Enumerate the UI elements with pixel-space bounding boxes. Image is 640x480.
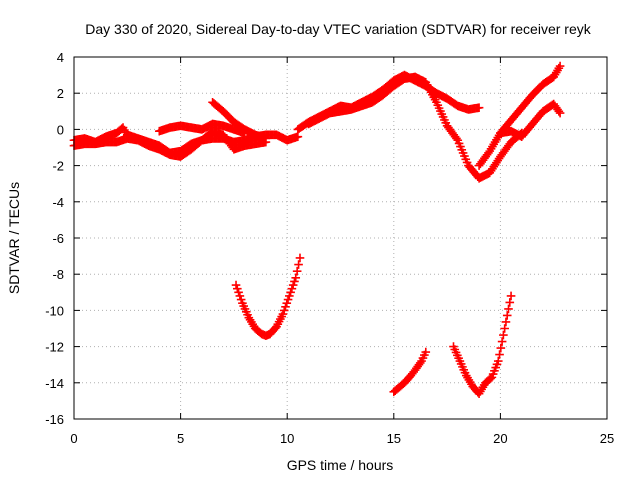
data-point bbox=[456, 142, 465, 151]
data-point bbox=[231, 280, 241, 290]
data-point bbox=[236, 295, 246, 304]
x-tick-label: 0 bbox=[70, 431, 77, 446]
data-point bbox=[286, 288, 295, 297]
data-point bbox=[234, 288, 243, 297]
data-point bbox=[487, 373, 497, 382]
data-point bbox=[486, 374, 495, 383]
data-point bbox=[294, 260, 303, 269]
data-point bbox=[421, 347, 431, 357]
data-point bbox=[460, 151, 469, 161]
data-point bbox=[278, 309, 288, 319]
data-point bbox=[505, 298, 515, 307]
series-arc-2 bbox=[389, 347, 431, 397]
data-point bbox=[474, 103, 484, 112]
data-point bbox=[291, 273, 301, 283]
grid-lines bbox=[74, 57, 607, 419]
data-point bbox=[491, 363, 501, 372]
x-tick-label: 5 bbox=[177, 431, 184, 446]
data-point bbox=[458, 148, 468, 158]
data-point bbox=[501, 317, 511, 327]
x-axis-label: GPS time / hours bbox=[287, 457, 394, 473]
data-point bbox=[290, 277, 299, 286]
y-tick-label: -6 bbox=[52, 231, 64, 246]
y-tick-label: -14 bbox=[45, 376, 64, 391]
data-point bbox=[285, 291, 294, 301]
data-point bbox=[453, 135, 463, 145]
y-axis-label: SDTVAR / TECUs bbox=[6, 182, 22, 294]
data-point bbox=[462, 158, 472, 167]
data-point bbox=[504, 304, 513, 314]
data-point bbox=[488, 369, 498, 379]
series-arc-1 bbox=[231, 253, 305, 341]
data-point bbox=[457, 145, 467, 155]
series-arc-3 bbox=[449, 291, 516, 398]
data-point bbox=[506, 291, 516, 301]
data-point bbox=[233, 284, 242, 293]
data-point bbox=[295, 253, 305, 263]
data-point bbox=[490, 366, 499, 376]
y-tick-label: -4 bbox=[52, 195, 64, 210]
data-point bbox=[495, 350, 504, 359]
data-point bbox=[499, 330, 508, 340]
data-point bbox=[493, 356, 503, 366]
data-point bbox=[288, 280, 298, 290]
series-track-d bbox=[208, 97, 271, 143]
data-point bbox=[261, 134, 271, 143]
data-point bbox=[235, 291, 245, 301]
x-tick-label: 25 bbox=[600, 431, 614, 446]
y-tick-label: 4 bbox=[57, 50, 64, 65]
series-track-b bbox=[69, 126, 271, 161]
y-tick-label: 2 bbox=[57, 86, 64, 101]
data-point bbox=[461, 154, 471, 164]
series-track-e bbox=[293, 70, 484, 134]
y-tick-label: -16 bbox=[45, 412, 64, 427]
series-track-h bbox=[496, 99, 565, 141]
data-point bbox=[496, 343, 506, 353]
data-point bbox=[555, 61, 565, 71]
data-point bbox=[454, 139, 464, 148]
data-marks bbox=[69, 61, 565, 398]
y-tick-label: -10 bbox=[45, 303, 64, 318]
data-point bbox=[281, 302, 290, 312]
tick-labels: 0 5 10 15 20 25 -16 -14 -12 -10 -8 -6 -4 -2 0 2 4 bbox=[45, 50, 614, 446]
data-point bbox=[283, 295, 293, 304]
y-tick-label: -2 bbox=[52, 159, 64, 174]
series-track-c bbox=[154, 119, 249, 138]
data-point bbox=[287, 284, 297, 293]
y-tick-label: 0 bbox=[57, 122, 64, 137]
data-point bbox=[292, 266, 302, 276]
data-point bbox=[500, 324, 509, 333]
y-tick-label: -12 bbox=[45, 340, 64, 355]
chart-title: Day 330 of 2020, Sidereal Day-to-day VTE… bbox=[85, 21, 591, 37]
data-point bbox=[279, 306, 289, 315]
x-tick-label: 15 bbox=[387, 431, 401, 446]
series-track-g bbox=[474, 61, 565, 170]
data-point bbox=[497, 337, 507, 346]
y-tick-label: -8 bbox=[52, 267, 64, 282]
data-point bbox=[502, 311, 512, 320]
x-tick-label: 20 bbox=[493, 431, 507, 446]
data-point bbox=[555, 108, 565, 118]
data-point bbox=[282, 298, 292, 308]
data-point bbox=[492, 360, 502, 369]
x-tick-label: 10 bbox=[280, 431, 294, 446]
axis-ticks bbox=[73, 56, 608, 420]
data-point bbox=[293, 132, 303, 141]
